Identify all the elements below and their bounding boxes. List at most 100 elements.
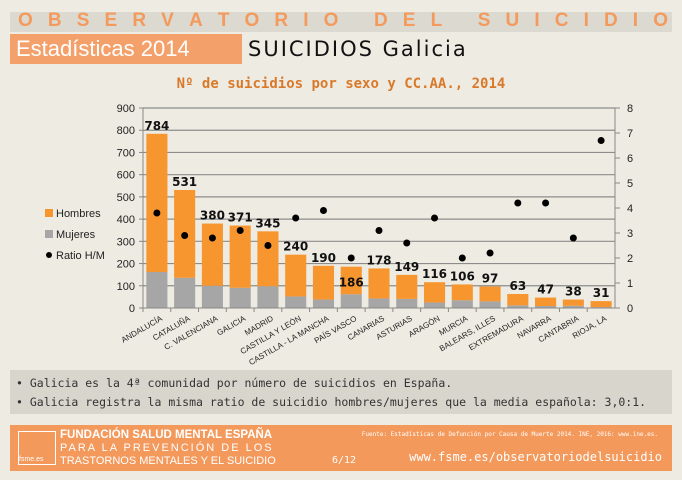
fsme-logo: fsme.es	[18, 431, 56, 465]
y-left-tick-label: 800	[117, 125, 135, 137]
ratio-point	[486, 249, 494, 257]
bar-mujeres	[229, 287, 251, 308]
bar-total-label: 116	[422, 267, 447, 281]
y-right-tick-label: 8	[627, 103, 633, 115]
y-right-tick-label: 5	[627, 178, 633, 190]
bar-total-label: 531	[172, 175, 197, 189]
bar-hombres	[479, 286, 501, 302]
bar-total-label: 38	[565, 285, 582, 299]
banner-letter: V	[161, 10, 174, 31]
y-left-tick-label: 300	[117, 236, 135, 248]
banner-letter: O	[244, 10, 260, 31]
bar-total-label: 106	[450, 269, 475, 283]
bar-mujeres	[396, 298, 418, 308]
bar-hombres	[562, 299, 584, 306]
bar-mujeres	[451, 300, 473, 308]
banner-letter: I	[534, 10, 540, 31]
bar-hombres	[312, 265, 335, 300]
suicides-chart: 0100200300400500600700800900012345678784…	[45, 103, 633, 367]
bar-hombres	[340, 266, 362, 295]
banner-letter: S	[477, 10, 491, 31]
banner-letter: I	[632, 10, 639, 31]
section-label: Estadísticas 2014	[10, 34, 242, 64]
legend-label: Hombres	[56, 208, 101, 220]
footer: fsme.es FUNDACIÓN SALUD MENTAL ESPAÑA PA…	[10, 425, 672, 471]
y-right-tick-label: 4	[627, 203, 633, 215]
y-left-tick-label: 500	[117, 192, 135, 204]
banner-letter	[354, 10, 359, 32]
banner-letter: R	[132, 10, 147, 31]
bar-hombres	[396, 274, 418, 299]
bar-total-label: 149	[394, 260, 419, 274]
bar-mujeres	[507, 305, 529, 308]
bar-mujeres	[201, 285, 223, 308]
bar-mujeres	[423, 302, 446, 308]
bar-hombres	[285, 254, 307, 297]
y-right-tick-label: 2	[627, 253, 633, 265]
legend-swatch	[45, 209, 53, 217]
banner-letter: T	[217, 10, 230, 31]
banner-letter: I	[303, 10, 309, 31]
ratio-point	[514, 199, 522, 207]
legend-marker	[46, 252, 52, 258]
bar-mujeres	[146, 272, 168, 308]
bar-hombres	[201, 223, 223, 286]
legend-swatch	[45, 230, 53, 238]
banner-letter: O	[323, 10, 339, 31]
website-link[interactable]: www.fsme.es/observatoriodelsuicidio	[409, 450, 662, 464]
x-category-label: GALICIA	[215, 314, 247, 338]
chart-title: Nº de suicidios por sexo y CC.AA., 2014	[176, 76, 506, 92]
ratio-point	[347, 254, 355, 262]
bar-hombres	[590, 301, 612, 308]
y-right-tick-label: 0	[627, 303, 633, 315]
y-right-tick-label: 1	[627, 278, 633, 290]
legend-label: Mujeres	[56, 229, 96, 241]
page-number: 6/12	[332, 455, 357, 466]
org-name: FUNDACIÓN SALUD MENTAL ESPAÑA	[60, 429, 273, 441]
note-text: Galicia es la 4ª comunidad por número de…	[29, 376, 453, 390]
banner-letter: E	[402, 10, 416, 31]
note-text: Galicia registra la misma ratio de suici…	[29, 395, 647, 409]
bar-mujeres	[535, 306, 557, 308]
bar-hombres	[507, 294, 529, 306]
ratio-point	[292, 214, 300, 222]
banner-letter: U	[505, 10, 520, 31]
bar-total-label: 240	[283, 240, 308, 254]
banner-letter: R	[274, 10, 289, 31]
banner-letter: O	[653, 10, 668, 31]
banner-letter: D	[373, 10, 388, 31]
ratio-point	[208, 234, 216, 242]
banner-letter	[457, 10, 462, 32]
legend-label: Ratio H/M	[56, 250, 105, 262]
note-item: • Galicia registra la misma ratio de sui…	[16, 395, 647, 409]
bar-mujeres	[285, 296, 307, 308]
ratio-point	[236, 227, 244, 234]
x-category-label: ARAGÓN	[407, 314, 442, 339]
y-right-tick-label: 3	[627, 228, 633, 240]
bar-total-label: 784	[144, 119, 169, 133]
org-tagline-1: PARA LA PREVENCIÓN DE LOS	[60, 442, 274, 454]
ratio-point	[569, 234, 577, 242]
bar-mujeres	[257, 286, 279, 308]
bar-mujeres	[368, 298, 390, 308]
bar-hombres	[146, 133, 168, 272]
y-left-tick-label: 900	[117, 103, 135, 115]
y-left-tick-label: 100	[117, 281, 135, 293]
ratio-point	[153, 209, 161, 217]
bar-hombres	[535, 297, 557, 306]
bar-mujeres	[340, 294, 362, 308]
bar-total-label: 31	[593, 286, 610, 300]
ratio-point	[319, 207, 327, 214]
banner-letter: C	[554, 10, 569, 31]
bar-total-label: 63	[509, 279, 526, 293]
y-left-tick-label: 700	[117, 147, 135, 159]
bar-total-label: 178	[366, 253, 391, 267]
ratio-point	[264, 242, 272, 249]
banner-letter: A	[188, 10, 203, 31]
org-tagline-2: TRASTORNOS MENTALES Y EL SUICIDIO	[60, 455, 276, 467]
y-left-tick-label: 0	[129, 303, 135, 315]
notes-box: • Galicia es la 4ª comunidad por número …	[10, 370, 672, 414]
bar-mujeres	[562, 305, 584, 308]
page-subtitle: SUICIDIOS Galicia	[248, 37, 468, 61]
